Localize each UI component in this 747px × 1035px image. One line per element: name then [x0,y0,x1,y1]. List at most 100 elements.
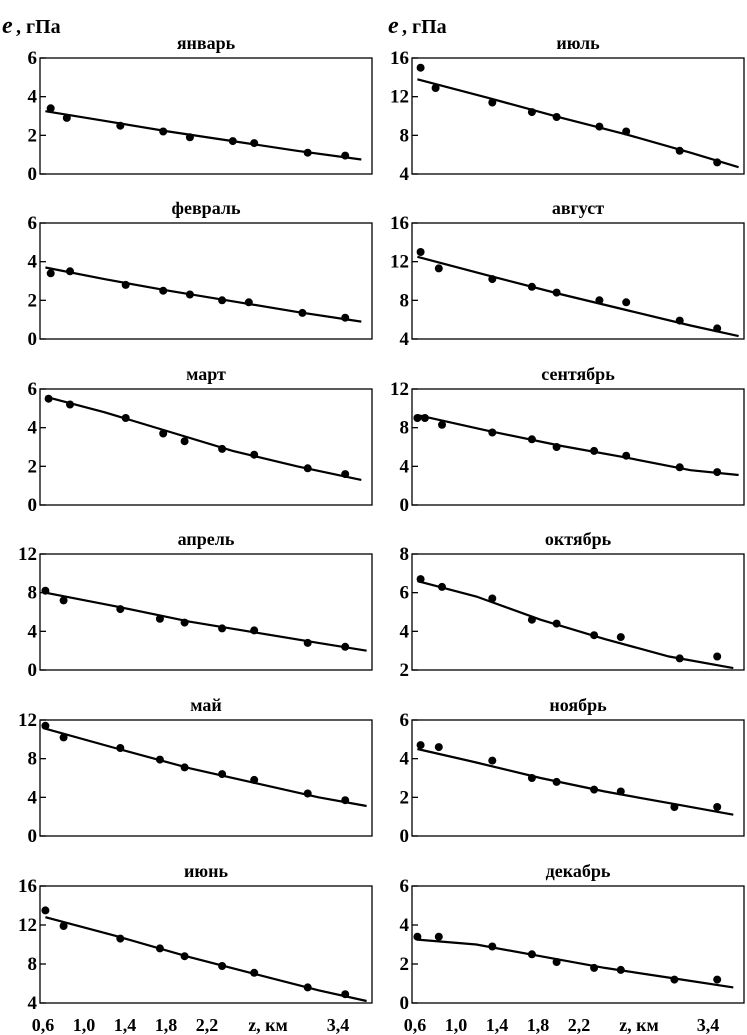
data-point [41,586,50,595]
data-point [595,122,604,131]
data-point [616,965,625,974]
fit-line [45,916,367,1003]
fit-line [45,266,362,323]
data-point [416,63,425,72]
data-point [416,248,425,256]
data-point [341,313,350,322]
y-tick-label: 12 [390,379,409,400]
data-point [218,962,227,970]
panel-title: октябрь [545,529,612,549]
data-point [155,614,164,623]
data-point [303,789,312,798]
panel-title: июнь [184,861,228,881]
plot-frame [411,388,745,506]
plot-frame [411,885,745,1004]
y-tick-label: 16 [18,876,37,897]
data-point [116,744,125,752]
data-point [552,288,561,297]
data-point [185,290,194,299]
y-tick-label: 12 [18,544,37,565]
data-point [116,605,125,614]
y-axis-unit: , гПа [402,16,447,38]
data-point [416,741,425,750]
data-point [416,575,425,584]
data-point [413,414,422,422]
plot-frame [39,222,373,340]
y-tick-label: 12 [18,915,37,936]
chart-panel: август 4 8 12 16 [390,198,745,350]
data-point [713,652,722,661]
x-tick-label: 2,2 [196,1015,219,1035]
data-point [250,626,259,635]
data-point [66,400,74,409]
plot-frame [411,57,745,175]
y-tick-label: 12 [390,87,409,108]
plot-frame [39,388,373,506]
data-point [250,139,259,148]
panel-title: июль [556,33,600,53]
chart-panel: декабрь 0 2 4 6 [400,861,745,1014]
fit-line [417,580,734,670]
data-point [159,429,168,438]
data-point [59,596,68,605]
data-point [552,619,561,628]
fit-line [45,110,362,161]
data-point [41,906,50,915]
data-point [438,582,446,591]
y-tick-label: 6 [28,213,38,234]
y-tick-label: 4 [400,621,410,642]
y-tick-label: 0 [400,826,410,847]
data-point [552,443,561,451]
chart-panel: июль 4 8 12 16 [390,33,745,185]
data-point [590,631,599,640]
data-point [59,922,68,930]
data-point [431,84,440,92]
chart-panel: февраль 0 2 4 6 [28,198,373,350]
data-point [413,932,422,941]
data-point [116,934,125,943]
data-point [713,975,722,984]
y-tick-label: 8 [400,418,410,439]
data-point [622,127,631,136]
data-point [622,451,631,460]
x-tick-label: 1,4 [114,1015,137,1035]
data-point [159,127,168,136]
data-point [244,298,253,307]
chart-panel: ноябрь 0 2 4 6 [400,695,745,847]
y-tick-label: 12 [18,710,37,731]
x-tick-label: 1,4 [486,1015,509,1035]
y-tick-label: 8 [28,954,38,975]
data-point [180,618,189,627]
data-point [488,428,497,437]
fit-line [417,255,739,338]
fit-line [417,938,734,989]
y-tick-label: 6 [28,379,38,400]
data-point [341,990,350,999]
data-point [590,785,599,794]
y-tick-label: 2 [28,456,38,477]
panel-title: апрель [178,529,235,549]
panel-title: январь [177,33,236,53]
y-tick-label: 8 [400,544,410,565]
y-tick-label: 4 [28,993,38,1014]
fit-line [417,414,739,477]
data-point [670,975,679,984]
plot-frame [411,719,745,837]
chart-panel: октябрь 2 4 6 8 [400,529,745,681]
y-tick-label: 4 [28,787,38,808]
panel-title: сентябрь [541,364,615,384]
fit-line [417,78,739,169]
y-tick-label: 4 [400,749,410,770]
fit-line [45,727,367,808]
data-point [116,121,125,130]
y-tick-label: 4 [400,915,410,936]
data-point [303,638,312,647]
y-tick-label: 2 [28,290,38,311]
x-tick-label: 0,6 [404,1015,427,1035]
data-point [488,942,497,951]
fit-line [45,395,362,481]
data-point [180,952,189,961]
data-point [616,787,625,796]
chart-panel: июнь 4 8 12 16 [18,861,373,1014]
data-point [622,298,631,307]
